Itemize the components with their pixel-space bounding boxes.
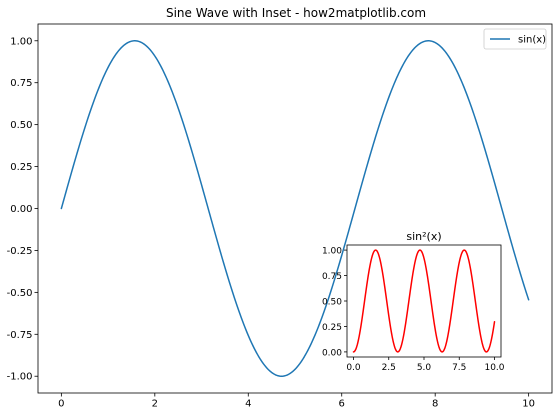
main-y-axis: 1.00 0.75 0.50 0.25 0.00 -0.25 -0.50 -0.75 -1.00	[7, 36, 38, 383]
main-y-tick-label: 0.00	[10, 204, 32, 215]
legend-label-sin: sin(x)	[518, 35, 546, 46]
main-plot-area	[60, 40, 530, 377]
inset-y-tick-label: 0.25	[322, 323, 342, 333]
main-y-tick-label: -0.25	[7, 246, 33, 257]
inset-axes: sin²(x) 0.0 2.5 5.0 7.5 10.0 1.00 0.75 0.50 0.2…	[322, 230, 505, 373]
main-y-tick-label: 0.50	[10, 120, 32, 131]
main-x-axis: 0 2 4 6 8 10	[58, 393, 535, 410]
main-y-tick-label: -1.00	[7, 372, 33, 383]
main-series-line-0	[60, 40, 530, 377]
inset-y-tick-label: 1.00	[322, 247, 342, 257]
main-y-tick-label: -0.75	[7, 330, 33, 341]
main-x-tick-label: 10	[522, 399, 535, 410]
inset-x-tick-label: 0.0	[346, 363, 361, 373]
main-x-tick-label: 2	[152, 399, 158, 410]
inset-x-tick-label: 5.0	[417, 363, 432, 373]
legend: sin(x)	[483, 28, 547, 50]
inset-chart-title: sin²(x)	[406, 230, 441, 243]
inset-y-tick-label: 0.75	[322, 272, 342, 282]
main-y-tick-label: -0.50	[7, 288, 33, 299]
main-y-tick-label: 1.00	[10, 36, 32, 47]
main-x-tick-label: 0	[58, 399, 64, 410]
main-axes: Sine Wave with Inset - how2matplotlib.co…	[7, 6, 553, 410]
main-x-tick-label: 4	[245, 399, 251, 410]
main-x-tick-label: 6	[339, 399, 345, 410]
main-y-tick-label: 0.75	[10, 78, 32, 89]
legend-box	[483, 28, 547, 50]
inset-x-tick-label: 7.5	[452, 363, 466, 373]
main-y-tick-label: 0.25	[10, 162, 32, 173]
inset-x-axis: 0.0 2.5 5.0 7.5 10.0	[346, 357, 505, 373]
inset-y-axis: 1.00 0.75 0.50 0.25 0.00	[322, 247, 347, 358]
inset-plot-area	[352, 249, 496, 353]
main-chart-title: Sine Wave with Inset - how2matplotlib.co…	[166, 6, 426, 20]
inset-x-tick-label: 10.0	[484, 363, 504, 373]
inset-series-line-0	[352, 249, 496, 353]
main-x-tick-label: 8	[432, 399, 438, 410]
inset-x-tick-label: 2.5	[382, 363, 396, 373]
inset-y-tick-label: 0.00	[322, 348, 342, 358]
inset-y-tick-label: 0.50	[322, 298, 342, 308]
